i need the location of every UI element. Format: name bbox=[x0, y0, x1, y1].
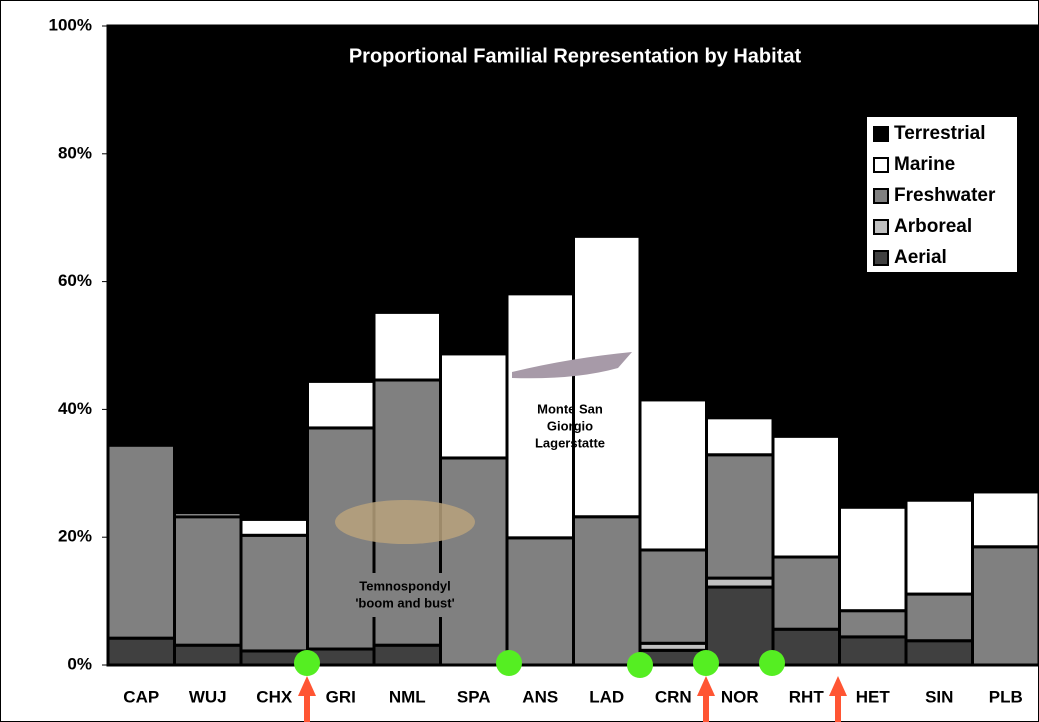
legend-label: Freshwater bbox=[894, 185, 996, 206]
x-tick-label: ANS bbox=[522, 687, 558, 706]
bar-segment bbox=[108, 638, 175, 665]
x-tick-label: HET bbox=[856, 687, 891, 706]
bar-segment bbox=[574, 236, 641, 517]
bar-segment bbox=[973, 547, 1039, 665]
bar-segment bbox=[175, 26, 242, 513]
annotation: 'boom and bust' bbox=[355, 595, 454, 610]
bar-segment bbox=[308, 26, 375, 381]
x-tick-label: PLB bbox=[989, 687, 1023, 706]
y-tick-label: 60% bbox=[58, 271, 92, 290]
bar-segment bbox=[707, 455, 774, 578]
y-tick-label: 0% bbox=[67, 654, 92, 673]
bar-segment bbox=[640, 26, 707, 400]
bar-segment bbox=[640, 550, 707, 643]
x-tick-label: SIN bbox=[925, 687, 953, 706]
bar-segment bbox=[906, 641, 973, 665]
bar-segment bbox=[707, 418, 774, 455]
green-dot bbox=[627, 652, 653, 678]
bar-segment bbox=[241, 519, 308, 535]
annotation: Lagerstatte bbox=[535, 435, 605, 450]
legend-label: Aerial bbox=[894, 247, 947, 268]
bar-segment bbox=[773, 436, 840, 557]
bar-segment bbox=[574, 517, 641, 665]
x-tick-label: NML bbox=[389, 687, 426, 706]
chart: Proportional Familial Representation by … bbox=[0, 0, 1039, 722]
green-dot bbox=[693, 650, 719, 676]
bar-segment bbox=[906, 500, 973, 594]
bar-segment bbox=[707, 587, 774, 665]
green-dot bbox=[294, 650, 320, 676]
bar-segment bbox=[241, 535, 308, 651]
y-tick-label: 100% bbox=[49, 15, 92, 34]
x-tick-label: WUJ bbox=[189, 687, 227, 706]
legend-swatch bbox=[874, 220, 888, 234]
legend-label: Terrestrial bbox=[894, 123, 986, 144]
bar-segment bbox=[374, 645, 441, 665]
x-tick-label: CRN bbox=[655, 687, 692, 706]
y-tick-label: 40% bbox=[58, 399, 92, 418]
bar-segment bbox=[840, 507, 907, 611]
annotation: Temnospondyl bbox=[359, 578, 450, 593]
x-tick-label: SPA bbox=[457, 687, 491, 706]
bar-segment bbox=[840, 611, 907, 637]
x-tick-label: CAP bbox=[123, 687, 159, 706]
x-tick-label: GRI bbox=[326, 687, 356, 706]
y-tick-label: 80% bbox=[58, 143, 92, 162]
bar-segment bbox=[241, 26, 308, 519]
y-tick-label: 20% bbox=[58, 527, 92, 546]
annotation: Monte San bbox=[537, 401, 603, 416]
bar-segment bbox=[507, 538, 574, 665]
legend: Terrestrial Marine Freshwater Arboreal Aeria… bbox=[867, 117, 1017, 272]
x-tick-label: LAD bbox=[589, 687, 624, 706]
bar-segment bbox=[441, 354, 508, 458]
bar-segment bbox=[840, 637, 907, 665]
x-tick-label: CHX bbox=[256, 687, 293, 706]
page: {"chart_data": { "type": "stacked-bar", … bbox=[0, 0, 1039, 722]
bar-segment bbox=[707, 26, 774, 418]
green-dot bbox=[496, 650, 522, 676]
temnospondyl-image bbox=[335, 500, 475, 544]
bar-segment bbox=[108, 445, 175, 638]
legend-swatch bbox=[874, 189, 888, 203]
bar-segment bbox=[640, 400, 707, 550]
bar-segment bbox=[773, 26, 840, 436]
legend-swatch bbox=[874, 251, 888, 265]
legend-swatch bbox=[874, 127, 888, 141]
bar-segment bbox=[108, 26, 175, 445]
annotation: Giorgio bbox=[547, 418, 593, 433]
bar-segment bbox=[374, 312, 441, 380]
bar-segment bbox=[175, 645, 242, 665]
x-tick-label: RHT bbox=[789, 687, 825, 706]
bar-segment bbox=[441, 458, 508, 665]
chart-title: Proportional Familial Representation by … bbox=[349, 45, 802, 67]
legend-label: Arboreal bbox=[894, 216, 972, 237]
bar-segment bbox=[374, 26, 441, 312]
bar-segment bbox=[906, 594, 973, 641]
bar-segment bbox=[773, 557, 840, 629]
bar-segment bbox=[441, 26, 508, 354]
bar-segment bbox=[973, 492, 1039, 547]
x-tick-label: NOR bbox=[721, 687, 759, 706]
legend-label: Marine bbox=[894, 154, 955, 175]
green-dot bbox=[759, 650, 785, 676]
bar-segment bbox=[308, 381, 375, 428]
bar-segment bbox=[175, 517, 242, 645]
legend-swatch bbox=[874, 158, 888, 172]
